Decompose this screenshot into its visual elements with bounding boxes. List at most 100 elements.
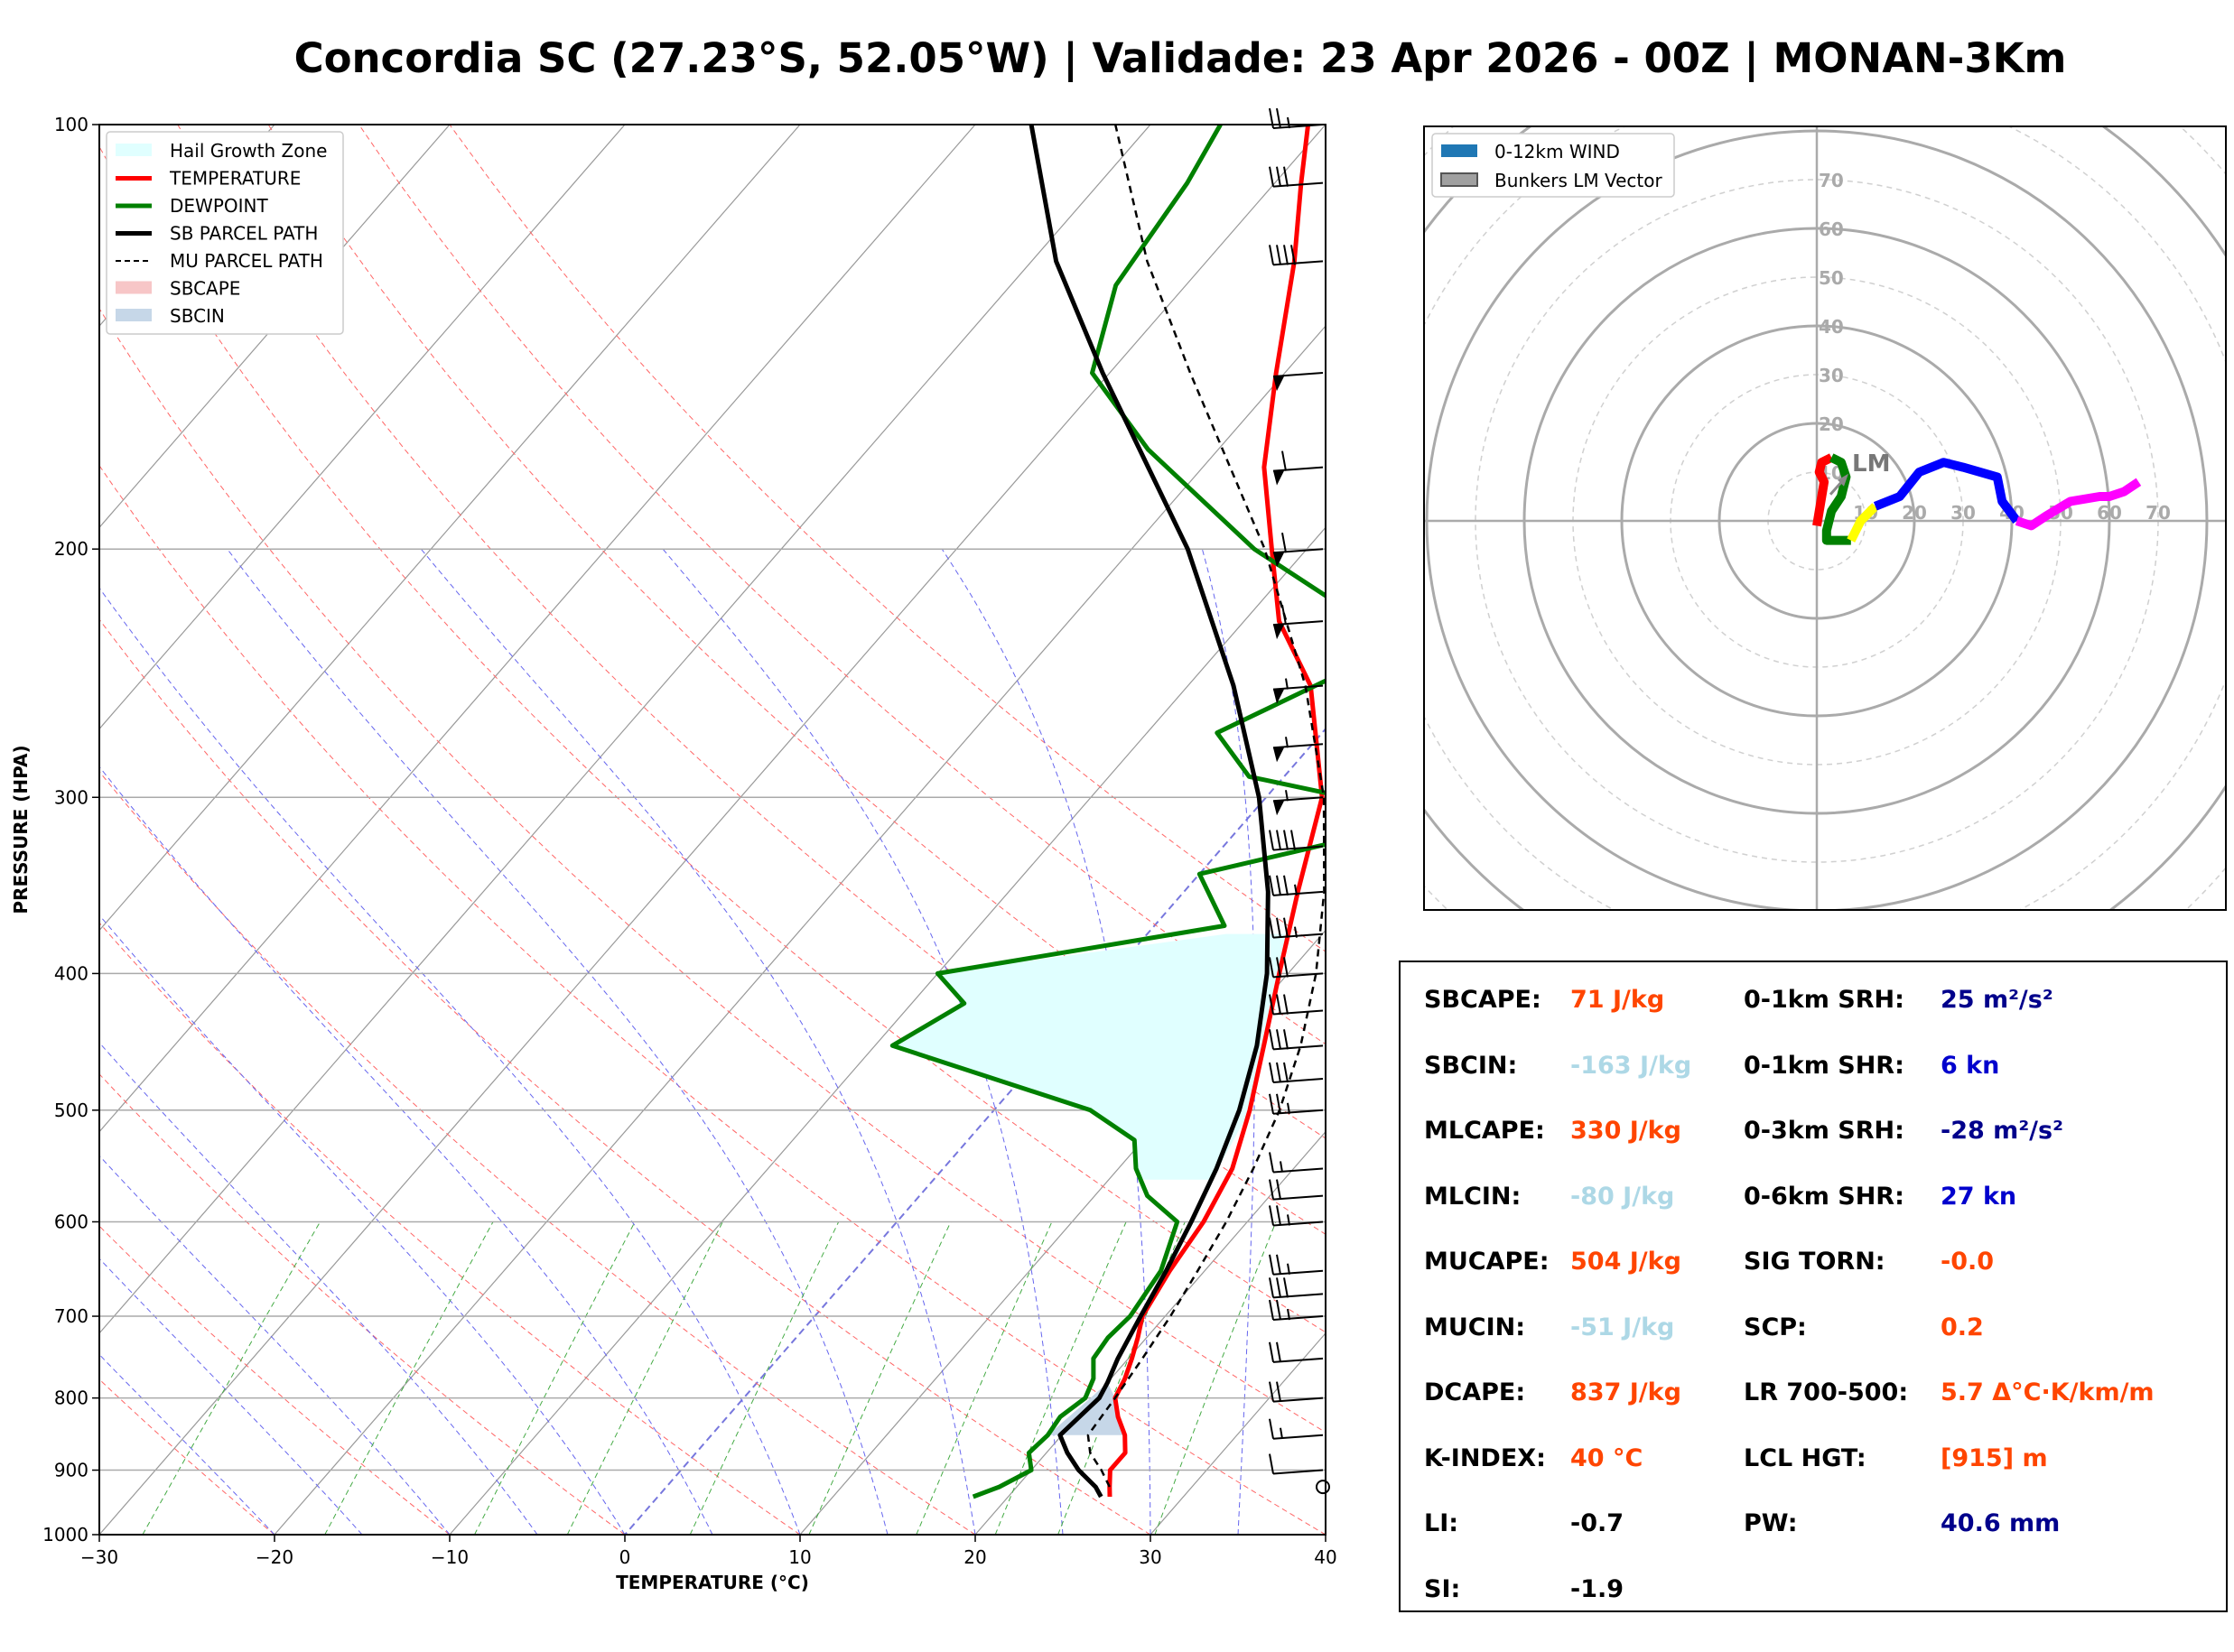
wind-barb [1269,1381,1324,1403]
mixing-ratio-line [994,1221,1127,1535]
wind-barb-staff [1272,1397,1324,1403]
y-tick-label: 200 [54,538,88,560]
wind-barb [1269,245,1324,266]
wind-barb [1272,737,1324,763]
legend-swatch [116,281,152,294]
wind-barb-flag [1276,1179,1281,1200]
isotherm-line [99,125,451,529]
moist-adiabat [941,548,1151,1535]
stat-label: SIG TORN: [1744,1248,1885,1276]
wind-barb-pennant [1273,625,1284,640]
wind-barb-half-flag [1287,1214,1290,1226]
wind-barb [1269,1093,1324,1115]
wind-barb-flag [1276,994,1281,1015]
dry-adiabat [99,618,1151,1535]
wind-barb [1269,1341,1324,1363]
wind-barb [1269,107,1324,129]
stat-label: SI: [1424,1574,1461,1603]
wind-barb-staff [1272,124,1324,129]
isotherm-line [974,1130,1326,1535]
x-tick-label: 20 [963,1546,986,1568]
wind-barb-flag [1276,1254,1281,1275]
dry-adiabat [99,1073,626,1535]
wind-barb-flag [1269,1152,1274,1173]
x-tick-label: 40 [1314,1546,1336,1568]
wind-barb-flag [1283,994,1289,1015]
wind-barb-staff [1272,845,1324,851]
wind-barb-staff [1272,548,1324,554]
isotherm-line [99,125,626,730]
mixing-ratio-line [474,1221,636,1535]
wind-barb-pennant [1273,689,1284,704]
wind-barb-flag [1283,1277,1289,1298]
wind-barb-flag [1269,1277,1274,1298]
wind-barb [1272,372,1324,392]
wind-barb-staff [1272,796,1324,803]
wind-barb-flag [1276,107,1281,129]
wind-barb-flag [1269,1205,1274,1226]
stat-value: -51 J/kg [1570,1313,1675,1341]
wind-barb-half-flag [1294,884,1298,896]
wind-barb-flag [1283,875,1289,896]
wind-barb-flag [1276,1381,1281,1402]
hodo-ring-label-x: 30 [1950,502,1976,524]
legend-label: SBCIN [170,305,225,327]
wind-barb-staff [1272,684,1324,691]
hodo-ring-label-y: 50 [1819,267,1844,289]
isotherm-line [99,125,1151,1334]
y-tick-label: 100 [54,114,88,135]
wind-barb-flag [1283,1029,1289,1050]
stat-value: 0.2 [1941,1313,1984,1341]
dry-adiabat [177,125,1326,1235]
hodo-ring [1232,0,2234,1106]
wind-barb-flag [1276,875,1281,896]
wind-barb-flag [1269,1418,1274,1439]
stat-value: 837 J/kg [1570,1378,1681,1406]
stat-label: K-INDEX: [1424,1443,1546,1472]
wind-barb-flag [1269,957,1274,978]
isotherm-line [99,125,801,932]
wind-barb-pennant [1273,747,1284,763]
stat-value: -1.9 [1570,1574,1624,1603]
wind-barb-flag [1269,1029,1274,1050]
isotherm-line [623,727,1326,1535]
wind-barb-flag [1269,245,1274,265]
stat-label: MUCIN: [1424,1313,1526,1341]
y-axis-label: PRESSURE (HPA) [10,745,32,914]
wind-barb [1269,1205,1324,1227]
wind-barb-staff [1272,620,1324,626]
wind-barb-staff [1272,1434,1324,1440]
wind-barb-half-flag [1285,737,1289,748]
moist-adiabat [99,1042,538,1535]
wind-barb-staff [1272,1315,1324,1322]
wind-barb-half-flag [1280,1427,1283,1439]
stat-label: 0-1km SRH: [1744,986,1904,1014]
dry-adiabat [99,464,1326,1535]
wind-barb-staff [1272,1269,1324,1276]
hodo-legend-box [1431,133,1675,198]
stat-value: 5.7 Δ°C·K/km/m [1941,1378,2155,1406]
wind-barb [1269,1152,1324,1174]
y-tick-label: 600 [54,1211,88,1232]
wind-barb-staff [1272,743,1324,749]
stat-label: LI: [1424,1509,1459,1537]
isotherm-line [99,125,1326,1535]
stat-value: 504 J/kg [1570,1248,1681,1276]
wind-barb-staff [1272,1293,1324,1299]
legend-swatch [116,144,152,156]
stat-label: MLCIN: [1424,1182,1522,1211]
hodo-segment-3-6km [1847,503,1879,543]
hodo-legend-label: 0-12km WIND [1494,141,1620,162]
wind-barb-staff [1272,372,1324,378]
wind-barb-calm [1316,1480,1330,1495]
legend-label: Hail Growth Zone [170,140,327,162]
hodo-ring-label-y: 60 [1819,218,1844,240]
wind-barb-flag [1283,1062,1289,1083]
wind-barb-flag [1276,245,1281,265]
x-tick-label: −20 [256,1546,293,1568]
wind-barb-flag [1283,917,1289,938]
hodo-ring-label-y: 20 [1819,413,1844,435]
hodo-ring-label-x: 20 [1902,502,1927,524]
hodo-segment-6-9km [1873,458,2021,524]
